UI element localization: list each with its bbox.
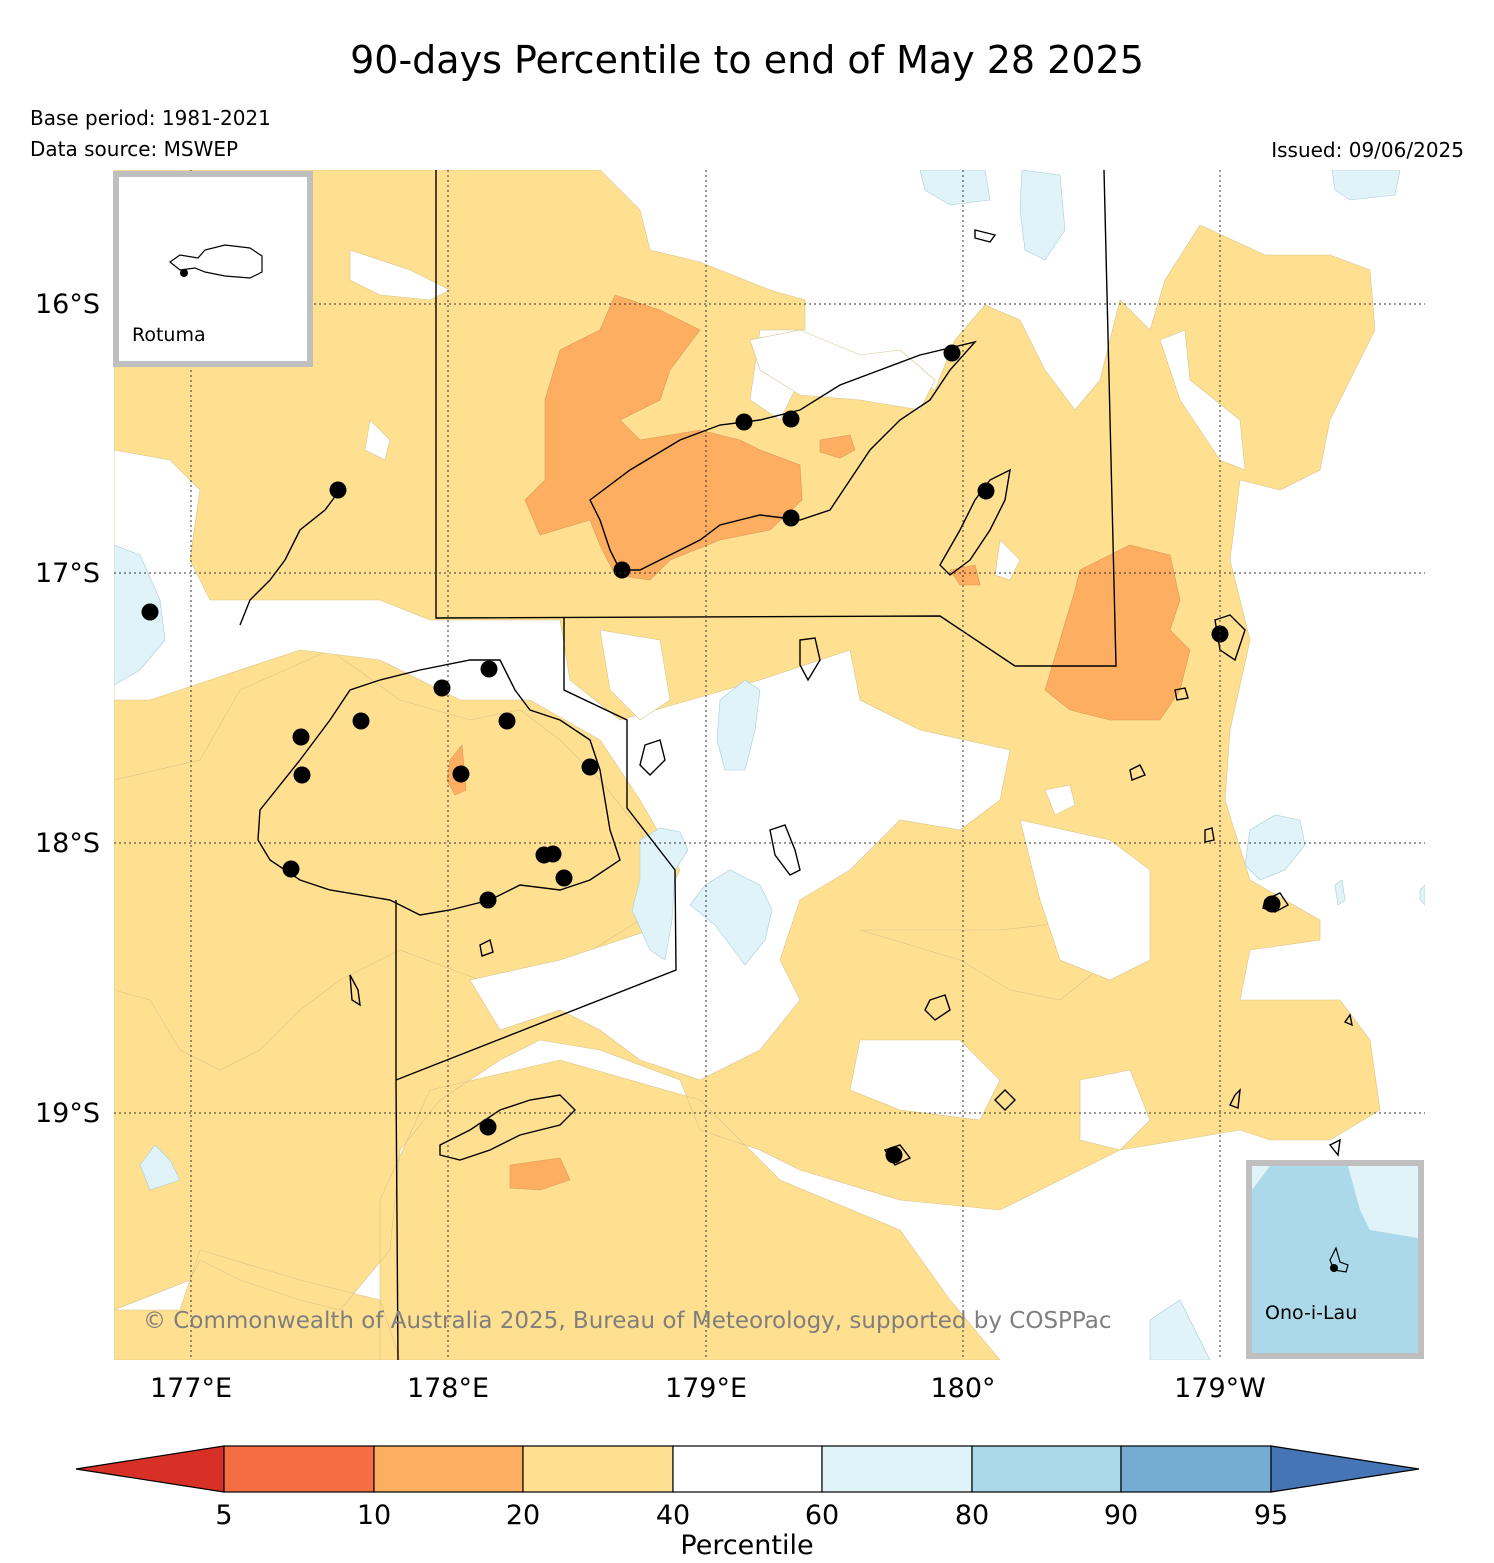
colorbar-tick-10: 10 <box>357 1500 391 1531</box>
lon-label-179w: 179°W <box>1174 1373 1266 1404</box>
colorbar-label: Percentile <box>680 1530 813 1561</box>
lon-label-180: 180° <box>930 1373 995 1404</box>
ono-i-lau-label: Ono-i-Lau <box>1265 1302 1357 1324</box>
colorbar-tick-40: 40 <box>656 1500 690 1531</box>
colorbar-segment-40-60 <box>672 1445 823 1493</box>
colorbar-tick-20: 20 <box>506 1500 540 1531</box>
gridlines <box>114 170 1425 1360</box>
rotuma-label: Rotuma <box>132 324 206 346</box>
colorbar-tick-60: 60 <box>805 1500 839 1531</box>
station-dots <box>141 344 1281 1164</box>
lat-label-16s: 16°S <box>35 289 100 320</box>
colorbar-tick-5: 5 <box>215 1500 232 1531</box>
percentile-map: © Commonwealth of Australia 2025, Bureau… <box>114 170 1425 1360</box>
colorbar-tick-80: 80 <box>955 1500 989 1531</box>
credit-text: © Commonwealth of Australia 2025, Bureau… <box>143 1308 1112 1334</box>
base-period: Base period: 1981-2021 <box>30 106 271 130</box>
boundary-lines <box>395 170 1117 1360</box>
rotuma-island-outline <box>168 244 263 279</box>
island-coastlines <box>239 229 1353 1166</box>
colorbar-tick-95: 95 <box>1254 1500 1288 1531</box>
colorbar-extend-high <box>1270 1445 1420 1493</box>
latitude-labels: 16°S 17°S 18°S 19°S <box>35 289 100 1129</box>
lon-label-178e: 178°E <box>407 1373 489 1404</box>
colorbar-segment-20-40 <box>522 1445 674 1493</box>
lon-label-179e: 179°E <box>665 1373 747 1404</box>
lon-label-177e: 177°E <box>150 1373 232 1404</box>
lat-label-17s: 17°S <box>35 558 100 589</box>
colorbar-segment-90-95 <box>1120 1445 1272 1493</box>
lat-label-19s: 19°S <box>35 1098 100 1129</box>
colorbar-extend-low <box>75 1445 225 1493</box>
lat-label-18s: 18°S <box>35 828 100 859</box>
ono-i-lau-inset: Ono-i-Lau <box>1246 1160 1424 1359</box>
ono-i-lau-station-dot <box>1330 1264 1338 1272</box>
rotuma-station-dot <box>180 269 188 277</box>
percentile-60-80-region <box>114 170 1425 1360</box>
colorbar-segment-60-80 <box>821 1445 973 1493</box>
colorbar-segment-5-10 <box>223 1445 375 1493</box>
colorbar-tick-90: 90 <box>1104 1500 1138 1531</box>
rotuma-inset: Rotuma <box>113 171 313 367</box>
colorbar: 5 10 20 40 60 80 90 95 Percentile <box>75 1445 1420 1561</box>
colorbar-segment-10-20 <box>373 1445 524 1493</box>
issued-date: Issued: 09/06/2025 <box>1271 138 1464 162</box>
map-title: 90-days Percentile to end of May 28 2025 <box>350 38 1144 82</box>
colorbar-segment-80-90 <box>971 1445 1122 1493</box>
longitude-labels: 177°E 178°E 179°E 180° 179°W <box>150 1373 1266 1404</box>
data-source: Data source: MSWEP <box>30 137 239 161</box>
